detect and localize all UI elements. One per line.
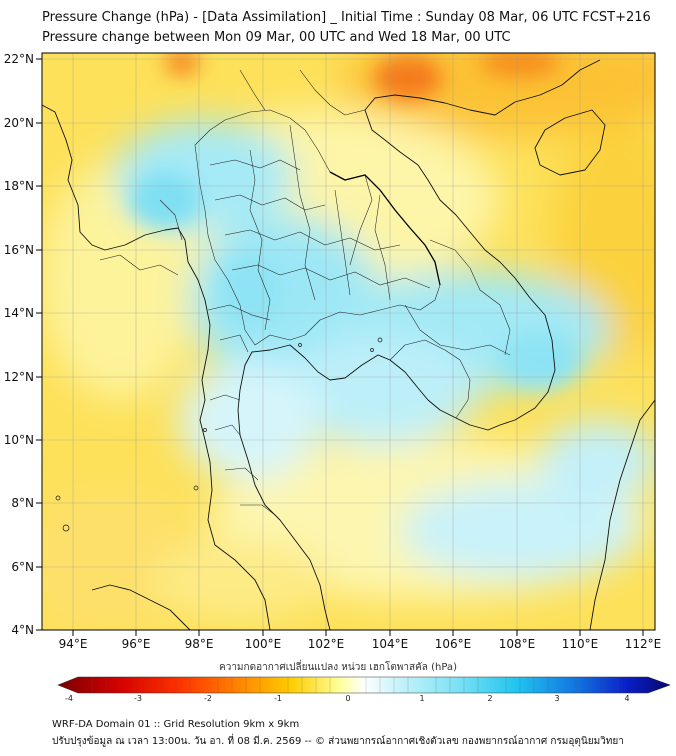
- colorbar-tick-0: 0: [345, 694, 350, 703]
- lat-label-16n: 16°N: [4, 243, 34, 257]
- lat-label-20n: 20°N: [4, 116, 34, 130]
- colorbar-gradient: [57, 676, 671, 694]
- axis-ticks: [36, 58, 644, 636]
- lon-label-110e: 110°E: [562, 637, 599, 651]
- graticule: [42, 53, 655, 630]
- colorbar-tick-minus4: -4: [65, 694, 73, 703]
- longitude-labels: 94°E 96°E 98°E 100°E 102°E 104°E 106°E 1…: [59, 637, 662, 651]
- colorbar-tick-minus2: -2: [204, 694, 212, 703]
- lat-label-6n: 6°N: [11, 560, 34, 574]
- colorbar-tick-4: 4: [624, 694, 629, 703]
- footer-credit: ปรับปรุงข้อมูล ณ เวลา 13:00น. วัน อา. ที…: [52, 736, 624, 747]
- colorbar: -4 -3 -2 -1 0 1 2 3 4: [57, 676, 671, 703]
- footer-model-info: WRF-DA Domain 01 :: Grid Resolution 9km …: [52, 719, 300, 730]
- lon-label-98e: 98°E: [185, 637, 214, 651]
- colorbar-label: ความกดอากาศเปลี่ยนแปลง หน่วย เฮกโตพาสคัล…: [219, 662, 457, 673]
- colorbar-tick-3: 3: [554, 694, 559, 703]
- national-border: [329, 171, 441, 286]
- map-frame: [41, 52, 656, 631]
- colorbar-tick-2: 2: [487, 694, 492, 703]
- colorbar-tick-minus3: -3: [134, 694, 142, 703]
- lat-label-14n: 14°N: [4, 306, 34, 320]
- pressure-field: [42, 53, 655, 630]
- lon-label-108e: 108°E: [499, 637, 536, 651]
- lat-label-8n: 8°N: [11, 496, 34, 510]
- latitude-labels: 22°N 20°N 18°N 16°N 14°N 12°N 10°N 8°N 6…: [4, 52, 34, 637]
- colorbar-tick-1: 1: [419, 694, 424, 703]
- colorbar-tick-minus1: -1: [274, 694, 282, 703]
- lon-label-106e: 106°E: [435, 637, 472, 651]
- lat-label-18n: 18°N: [4, 179, 34, 193]
- lat-label-10n: 10°N: [4, 433, 34, 447]
- colorbar-ticks: -4 -3 -2 -1 0 1 2 3 4: [65, 694, 630, 703]
- coastlines: [42, 59, 655, 630]
- lat-label-12n: 12°N: [4, 370, 34, 384]
- map-subtitle: Pressure change between Mon 09 Mar, 00 U…: [42, 30, 511, 45]
- lon-label-94e: 94°E: [59, 637, 88, 651]
- lat-label-22n: 22°N: [4, 52, 34, 66]
- admin-borders: [99, 69, 511, 516]
- lon-label-102e: 102°E: [308, 637, 345, 651]
- islands: [55, 337, 383, 532]
- lon-label-100e: 100°E: [245, 637, 282, 651]
- lat-label-4n: 4°N: [11, 623, 34, 637]
- lon-label-96e: 96°E: [122, 637, 151, 651]
- lon-label-112e: 112°E: [625, 637, 662, 651]
- map-title: Pressure Change (hPa) - [Data Assimilati…: [42, 10, 651, 25]
- lon-label-104e: 104°E: [372, 637, 409, 651]
